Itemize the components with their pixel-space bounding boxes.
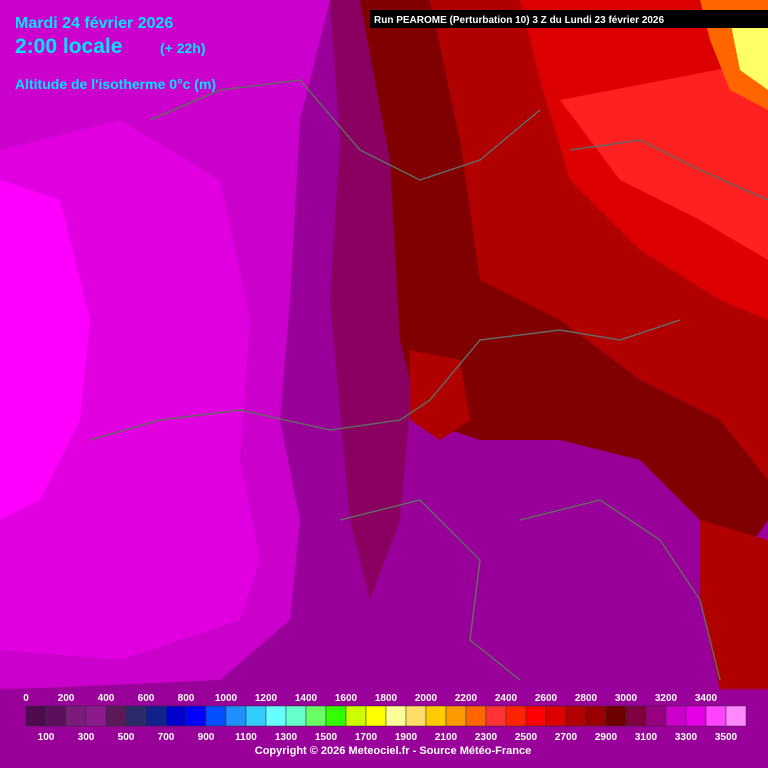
legend-swatch <box>205 705 227 727</box>
legend-label: 2700 <box>555 732 578 743</box>
legend-label: 1000 <box>215 693 238 704</box>
legend-swatch <box>345 705 367 727</box>
legend-label: 1900 <box>395 732 418 743</box>
legend-swatch <box>665 705 687 727</box>
legend-label: 800 <box>178 693 195 704</box>
legend-label: 2300 <box>475 732 498 743</box>
legend-label: 300 <box>78 732 95 743</box>
legend-swatch <box>605 705 627 727</box>
legend-swatch <box>365 705 387 727</box>
legend-label: 3000 <box>615 693 638 704</box>
legend-label: 3500 <box>715 732 738 743</box>
legend-label: 0 <box>23 693 29 704</box>
legend-swatch <box>685 705 707 727</box>
legend-label: 1500 <box>315 732 338 743</box>
legend-label: 2800 <box>575 693 598 704</box>
legend-swatch <box>405 705 427 727</box>
legend-label: 200 <box>58 693 75 704</box>
legend-band <box>0 688 768 768</box>
lead-time: (+ 22h) <box>160 40 206 56</box>
legend-label: 2400 <box>495 693 518 704</box>
run-info: Run PEAROME (Perturbation 10) 3 Z du Lun… <box>374 15 664 26</box>
legend-swatch <box>105 705 127 727</box>
legend-label: 1200 <box>255 693 278 704</box>
legend-swatch <box>185 705 207 727</box>
legend-label: 3100 <box>635 732 658 743</box>
legend-swatch <box>725 705 747 727</box>
legend-swatch <box>465 705 487 727</box>
legend-swatch <box>505 705 527 727</box>
legend-swatch <box>125 705 147 727</box>
legend-label: 3200 <box>655 693 678 704</box>
parameter: Altitude de l'isotherme 0°c (m) <box>15 76 216 92</box>
legend-label: 2500 <box>515 732 538 743</box>
borders <box>89 79 768 681</box>
legend-swatch <box>545 705 567 727</box>
run-box <box>370 10 768 28</box>
legend-swatch <box>25 705 47 727</box>
legend-swatch <box>225 705 247 727</box>
legend-label: 600 <box>138 693 155 704</box>
legend-label: 400 <box>98 693 115 704</box>
legend-swatch <box>445 705 467 727</box>
legend-label: 2000 <box>415 693 438 704</box>
legend-swatch <box>585 705 607 727</box>
legend-swatch <box>565 705 587 727</box>
legend-label: 500 <box>118 732 135 743</box>
copyright: Copyright © 2026 Meteociel.fr - Source M… <box>255 745 531 757</box>
legend-swatch <box>85 705 107 727</box>
legend-label: 1400 <box>295 693 318 704</box>
legend-swatch <box>305 705 327 727</box>
legend-label: 1700 <box>355 732 378 743</box>
date: Mardi 24 février 2026 <box>15 15 173 32</box>
legend-label: 2200 <box>455 693 478 704</box>
legend-label: 2900 <box>595 732 618 743</box>
legend-swatch <box>485 705 507 727</box>
legend-swatch <box>325 705 347 727</box>
legend-swatch <box>45 705 67 727</box>
legend-label: 2600 <box>535 693 558 704</box>
legend: 0 100 200 300 400 500 600 700 800 900 1000 1100 1200… <box>23 693 747 743</box>
legend-swatch <box>705 705 727 727</box>
legend-label: 100 <box>38 732 55 743</box>
legend-swatch <box>245 705 267 727</box>
legend-label: 1800 <box>375 693 398 704</box>
legend-swatch <box>65 705 87 727</box>
legend-swatch <box>285 705 307 727</box>
legend-label: 900 <box>198 732 215 743</box>
legend-label: 1600 <box>335 693 358 704</box>
legend-swatch <box>425 705 447 727</box>
legend-label: 2100 <box>435 732 458 743</box>
legend-label: 1100 <box>235 732 257 743</box>
legend-swatch <box>145 705 167 727</box>
legend-label: 700 <box>158 732 175 743</box>
legend-swatch <box>645 705 667 727</box>
legend-label: 1300 <box>275 732 298 743</box>
legend-swatch <box>165 705 187 727</box>
legend-swatch <box>385 705 407 727</box>
legend-swatch <box>525 705 547 727</box>
legend-label: 3300 <box>675 732 698 743</box>
legend-label: 3400 <box>695 693 718 704</box>
time: 2:00 locale <box>15 35 122 58</box>
legend-swatch <box>625 705 647 727</box>
legend-swatch <box>265 705 287 727</box>
